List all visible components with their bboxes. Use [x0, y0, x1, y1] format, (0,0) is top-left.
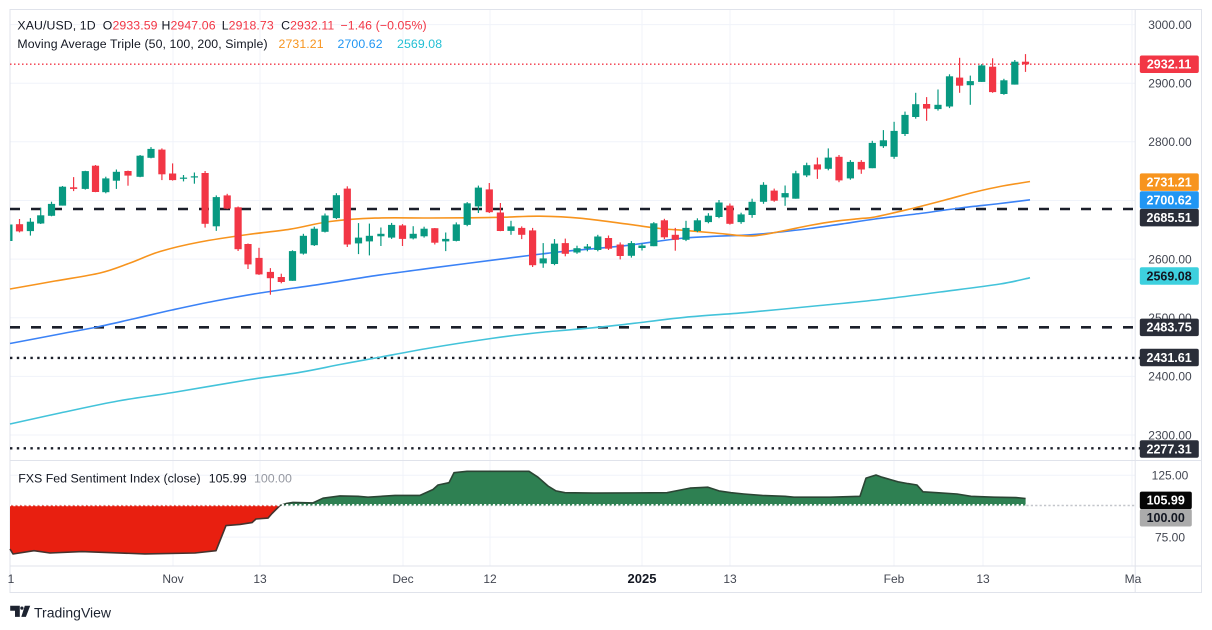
svg-text:100.00: 100.00: [1147, 511, 1185, 525]
svg-text:125.00: 125.00: [1152, 469, 1189, 483]
svg-text:Moving Average Triple (50, 100: Moving Average Triple (50, 100, 200, Sim…: [17, 37, 267, 51]
svg-text:C2932.11: C2932.11: [281, 19, 334, 33]
svg-text:2569.08: 2569.08: [1147, 269, 1192, 283]
svg-text:105.99: 105.99: [209, 471, 247, 485]
svg-text:2731.21: 2731.21: [279, 37, 324, 51]
svg-text:TradingView: TradingView: [34, 605, 112, 621]
svg-text:2932.11: 2932.11: [1147, 58, 1192, 72]
svg-text:2800.00: 2800.00: [1148, 135, 1192, 149]
svg-text:1: 1: [8, 572, 15, 586]
svg-text:H2947.06: H2947.06: [162, 19, 216, 33]
svg-text:13: 13: [723, 572, 737, 586]
svg-text:3000.00: 3000.00: [1148, 18, 1192, 32]
svg-text:Nov: Nov: [162, 572, 183, 586]
svg-text:12: 12: [483, 572, 497, 586]
svg-text:100.00: 100.00: [254, 471, 292, 485]
svg-text:2700.62: 2700.62: [338, 37, 383, 51]
svg-text:Dec: Dec: [392, 572, 413, 586]
svg-text:105.99: 105.99: [1147, 494, 1185, 508]
svg-text:2569.08: 2569.08: [397, 37, 442, 51]
svg-text:2300.00: 2300.00: [1148, 428, 1192, 442]
svg-text:2400.00: 2400.00: [1148, 370, 1192, 384]
svg-text:XAU/USD, 1D: XAU/USD, 1D: [17, 19, 95, 33]
svg-text:2277.31: 2277.31: [1147, 442, 1192, 456]
svg-text:2600.00: 2600.00: [1148, 252, 1192, 266]
svg-text:13: 13: [976, 572, 990, 586]
svg-text:13: 13: [253, 572, 267, 586]
svg-text:−1.46 (−0.05%): −1.46 (−0.05%): [341, 19, 427, 33]
svg-text:2900.00: 2900.00: [1148, 77, 1192, 91]
svg-text:Ma: Ma: [1125, 572, 1142, 586]
svg-text:2700.62: 2700.62: [1147, 193, 1192, 207]
svg-text:75.00: 75.00: [1155, 530, 1185, 544]
svg-text:2483.75: 2483.75: [1147, 321, 1192, 335]
svg-text:2431.61: 2431.61: [1147, 351, 1192, 365]
svg-text:FXS Fed Sentiment Index (close: FXS Fed Sentiment Index (close): [18, 471, 201, 485]
svg-text:2731.21: 2731.21: [1147, 176, 1192, 190]
svg-text:L2918.73: L2918.73: [222, 19, 274, 33]
svg-text:2685.51: 2685.51: [1147, 211, 1192, 225]
svg-text:O2933.59: O2933.59: [103, 19, 158, 33]
svg-text:2025: 2025: [628, 571, 657, 586]
svg-text:Feb: Feb: [884, 572, 905, 586]
